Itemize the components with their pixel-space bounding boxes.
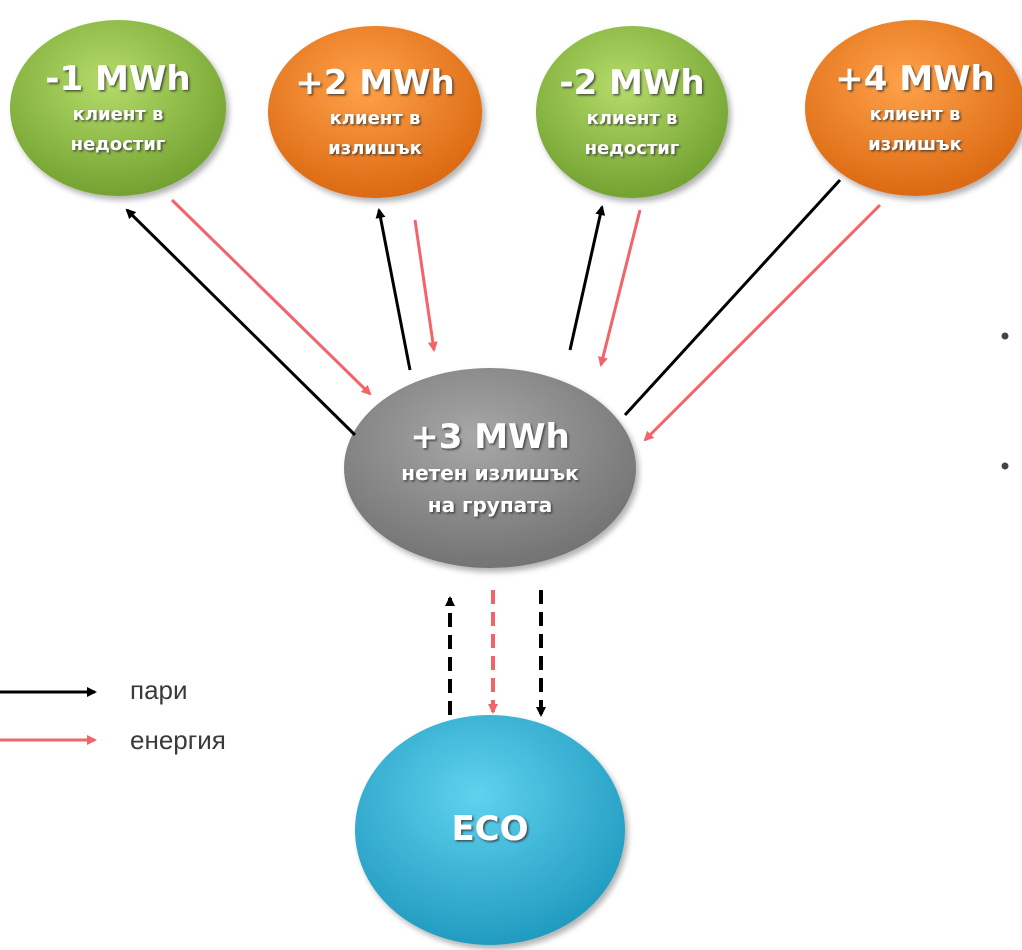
- node-title: +4 MWh: [835, 59, 995, 99]
- money-line: [623, 178, 842, 417]
- money-arrow: [568, 205, 606, 351]
- legend-label: пари: [130, 675, 188, 705]
- node: [536, 26, 728, 198]
- node: [355, 715, 625, 945]
- node-label: клиент в: [330, 108, 421, 129]
- energy-arrow: [413, 219, 438, 352]
- money-arrow: [375, 208, 412, 371]
- node-label: клиент в: [870, 104, 961, 125]
- bullet: [1001, 462, 1009, 470]
- node: [344, 368, 636, 568]
- energy-arrow: [598, 209, 642, 367]
- node-label: излишък: [328, 138, 422, 159]
- legend-label: енергия: [130, 725, 226, 755]
- node-title: -2 MWh: [559, 63, 704, 103]
- node-label: клиент в: [587, 108, 678, 129]
- node: [10, 20, 226, 196]
- energy-arrow: [643, 203, 882, 442]
- node-label: клиент в: [73, 104, 164, 125]
- node-title: +3 MWh: [410, 417, 570, 457]
- node: [268, 26, 482, 198]
- arrows: [0, 178, 882, 745]
- node-label: недостиг: [71, 134, 166, 155]
- node: [805, 20, 1022, 196]
- money-arrow: [125, 208, 357, 437]
- node-label: недостиг: [585, 138, 680, 159]
- energy-arrow: [170, 198, 372, 396]
- node-title: +2 MWh: [295, 63, 455, 103]
- bullet: [1001, 332, 1009, 340]
- node-title: ECO: [451, 809, 528, 849]
- node-label: излишък: [868, 134, 962, 155]
- node-title: -1 MWh: [45, 59, 190, 99]
- node-label: на групата: [428, 493, 552, 517]
- node-label: нетен излишък: [401, 461, 579, 485]
